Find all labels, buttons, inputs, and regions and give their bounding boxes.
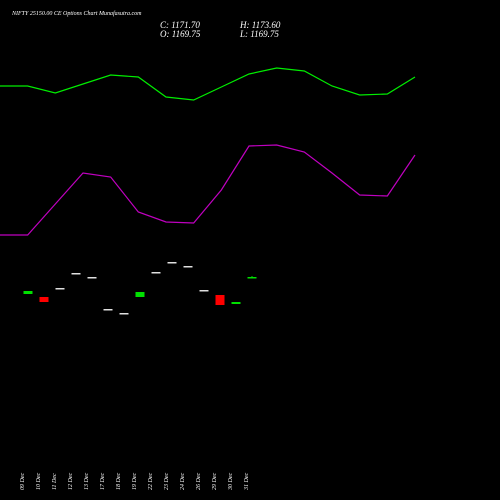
high-label: H: 1173.60 (239, 20, 281, 30)
candle-body (151, 272, 161, 274)
candle-body (167, 262, 177, 264)
candle-body (87, 277, 97, 279)
candle-body (55, 288, 65, 290)
x-tick-label: 29 Dec (212, 473, 218, 490)
chart-title: NIFTY 25150.00 CE Options Chart Munafasu… (11, 10, 142, 17)
x-tick-label: 19 Dec (132, 473, 138, 490)
x-tick-label: 17 Dec (100, 473, 106, 490)
x-tick-label: 31 Dec (244, 473, 250, 491)
candle-body (103, 309, 113, 311)
x-tick-label: 10 Dec (36, 473, 42, 490)
candle-body (247, 277, 257, 279)
x-tick-label: 26 Dec (196, 473, 202, 490)
indicator-line (0, 144, 416, 236)
candle-body (23, 291, 33, 294)
indicator-line (0, 67, 416, 101)
close-label: C: 1171.70 (160, 20, 200, 30)
candle-body (135, 292, 145, 297)
x-tick-label: 24 Dec (179, 473, 186, 490)
x-tick-label: 11 Dec (52, 473, 58, 490)
candle-body (215, 295, 225, 305)
candle-body (39, 297, 49, 302)
open-label: O: 1169.75 (160, 29, 201, 39)
candle-body (199, 290, 209, 292)
x-tick-label: 12 Dec (68, 473, 74, 490)
low-label: L: 1169.75 (239, 29, 279, 39)
candle-body (231, 302, 241, 304)
candle-body (71, 273, 81, 275)
x-tick-label: 18 Dec (116, 473, 122, 490)
candle-body (119, 313, 129, 315)
x-tick-label: 09 Dec (20, 473, 26, 490)
x-tick-label: 23 Dec (164, 473, 170, 490)
x-tick-label: 13 Dec (84, 473, 90, 490)
candle-body (183, 266, 193, 268)
x-tick-label: 30 Dec (228, 473, 234, 491)
x-tick-label: 22 Dec (148, 473, 154, 490)
